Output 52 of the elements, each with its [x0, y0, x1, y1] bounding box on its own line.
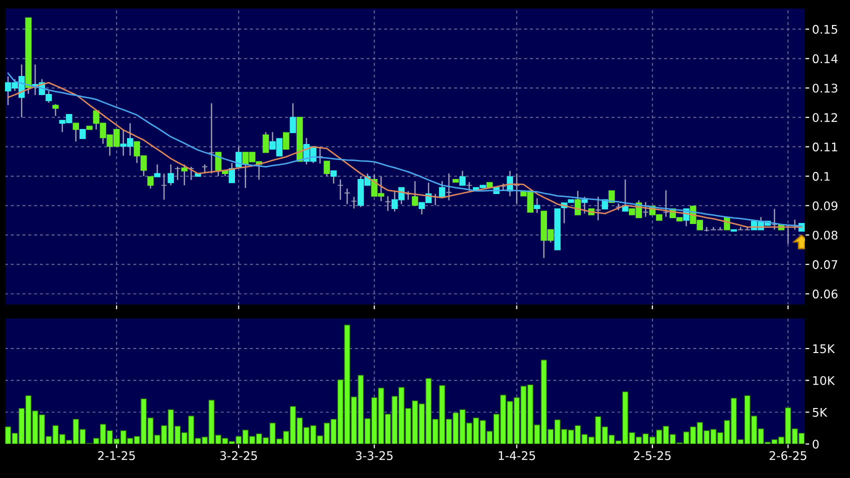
y-tick-label: 0: [812, 440, 819, 449]
candlestick: [208, 102, 215, 174]
candlestick: [147, 176, 154, 190]
y-tick-label: 0.11: [812, 142, 838, 152]
x-tick-label: 2-1-25: [98, 451, 135, 460]
y-tick-label: 0.1: [812, 172, 830, 181]
candlestick: [72, 122, 80, 142]
y-tick-label: 15K: [813, 344, 835, 354]
y-tick-label: 10K: [813, 376, 835, 386]
candlestick: [262, 131, 269, 154]
x-tick-label: 3-3-25: [356, 451, 393, 460]
y-tick-label: 0.14: [812, 54, 838, 64]
y-tick-label: 0.08: [812, 230, 838, 240]
candlestick: [330, 170, 337, 184]
y-tick-label: 0.13: [812, 84, 838, 93]
candlestick: [168, 164, 174, 186]
candlestick: [662, 190, 670, 218]
candlestick: [581, 196, 588, 214]
x-tick-label: 1-4-25: [498, 451, 535, 460]
candlestick: [771, 208, 778, 230]
candlestick: [412, 180, 418, 206]
y-tick-label: 0.09: [812, 201, 838, 210]
candlestick: [574, 190, 581, 216]
x-tick-label: 2-6-25: [770, 451, 806, 460]
candlestick: [236, 146, 242, 168]
candlestick: [160, 172, 168, 200]
y-tick-label: 0.07: [812, 260, 838, 270]
candlestick: [405, 190, 412, 200]
candlestick: [534, 198, 540, 214]
candlestick: [80, 128, 86, 140]
candlestick: [290, 102, 296, 134]
candlestick: [384, 196, 392, 212]
candlestick: [704, 226, 710, 232]
candlestick: [324, 160, 330, 177]
y-tick-label: 0.06: [812, 290, 838, 298]
y-tick-label: 5K: [812, 408, 828, 417]
y-tick-label: 0.12: [812, 113, 838, 122]
x-tick-label: 2-5-25: [634, 451, 671, 460]
candlestick: [52, 104, 59, 117]
candlestick: [154, 164, 160, 178]
candlestick: [350, 196, 358, 210]
candlestick: [514, 172, 520, 204]
candlestick: [446, 172, 452, 201]
y-tick-label: 0.15: [812, 24, 838, 34]
candlestick: [337, 178, 344, 200]
candlestick: [642, 201, 649, 218]
candlestick: [174, 166, 181, 181]
candlestick: [283, 132, 290, 150]
candlestick: [228, 162, 236, 184]
x-tick-label: 3-2-25: [220, 451, 257, 460]
candlestick: [344, 188, 350, 205]
candlestick: [595, 196, 602, 221]
